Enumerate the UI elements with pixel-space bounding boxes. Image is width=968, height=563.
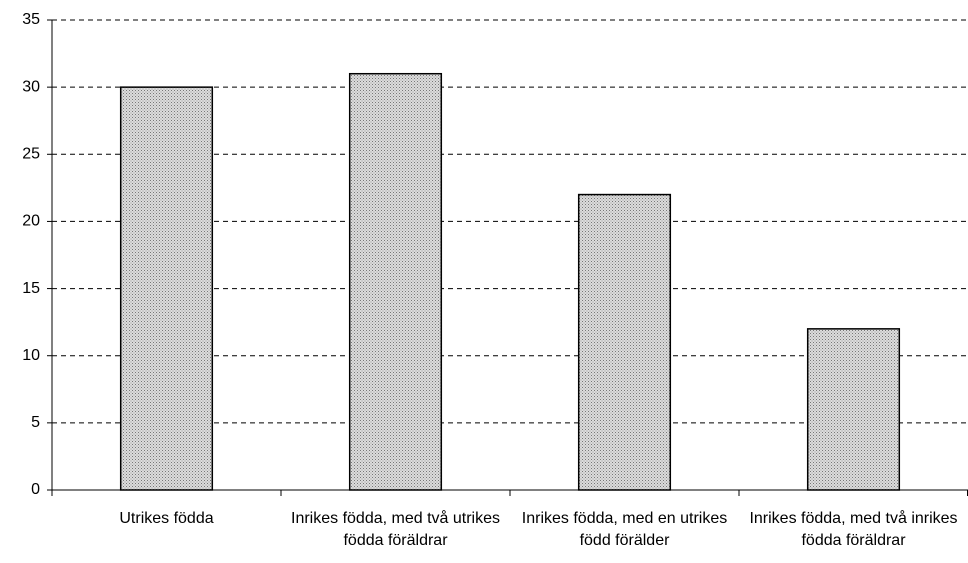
- y-tick-label: 30: [22, 78, 40, 95]
- y-tick-label: 0: [31, 481, 40, 498]
- y-tick-label: 5: [31, 414, 40, 431]
- x-tick-label: Inrikes födda, med två inrikes födda för…: [749, 510, 958, 549]
- y-tick-label: 15: [22, 280, 40, 297]
- y-tick-label: 35: [22, 11, 40, 28]
- x-tick-label: Inrikes födda, med en utrikes född föräl…: [521, 510, 728, 549]
- bar: [577, 193, 672, 491]
- bar: [348, 72, 443, 491]
- x-tick-label: Utrikes födda: [119, 510, 214, 527]
- x-tick-label: Inrikes födda, med två utrikes födda för…: [291, 510, 500, 549]
- bar: [119, 86, 214, 491]
- bar: [806, 328, 901, 491]
- y-tick-label: 20: [22, 213, 40, 230]
- y-tick-label: 25: [22, 146, 40, 163]
- y-tick-label: 10: [22, 347, 40, 364]
